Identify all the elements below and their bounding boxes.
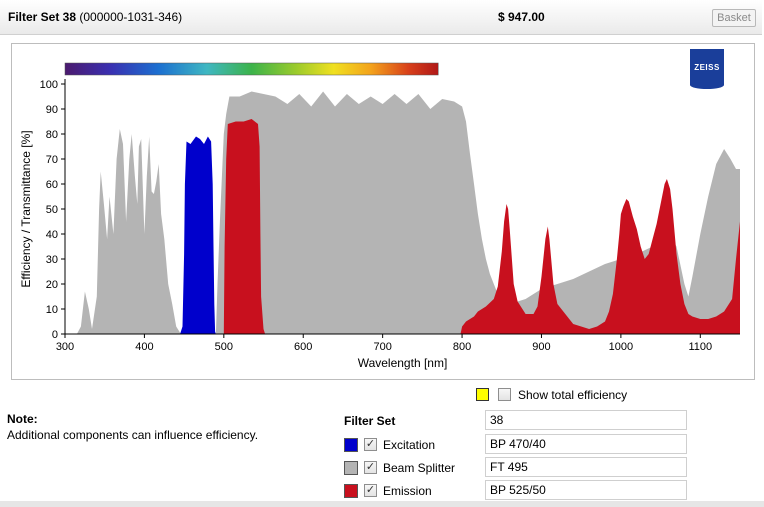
- chart-svg: 0 10 20 30 40 50 60 70 80 90 100 300 400 500 600 700 800…: [19, 62, 741, 370]
- beam-splitter-value[interactable]: FT 495: [485, 457, 687, 477]
- y-tick-label: 30: [46, 254, 58, 266]
- emission-checkbox[interactable]: ✓: [364, 484, 377, 497]
- x-tick-label: 1100: [688, 341, 712, 353]
- excitation-swatch: [344, 438, 358, 452]
- emission-label: Emission: [383, 484, 432, 498]
- y-tick-label: 0: [52, 329, 58, 341]
- x-tick-label: 500: [215, 341, 233, 353]
- note-text: Additional components can influence effi…: [7, 428, 259, 442]
- beam-splitter-row: ✓ Beam Splitter FT 495: [340, 457, 740, 479]
- footer-strip: [0, 501, 764, 507]
- emission-value[interactable]: BP 525/50: [485, 480, 687, 500]
- y-tick-label: 100: [40, 79, 58, 91]
- beam-splitter-swatch: [344, 461, 358, 475]
- header-bar: Filter Set 38 (000000-1031-346) $ 947.00…: [0, 0, 762, 35]
- series-excitation: [180, 136, 216, 334]
- filter-set-label: Filter Set: [344, 414, 396, 428]
- excitation-label: Excitation: [383, 438, 436, 452]
- filter-set-title: Filter Set 38 (000000-1031-346): [8, 10, 182, 24]
- y-tick-label: 40: [46, 229, 58, 241]
- y-tick-label: 70: [46, 154, 58, 166]
- x-tick-label: 600: [294, 341, 312, 353]
- x-tick-label: 700: [373, 341, 391, 353]
- filter-set-value[interactable]: 38: [485, 410, 687, 430]
- x-tick-label: 800: [453, 341, 471, 353]
- y-tick-label: 20: [46, 279, 58, 291]
- x-tick-label: 300: [56, 341, 74, 353]
- note-section: Note: Additional components can influenc…: [7, 412, 258, 442]
- zeiss-logo: ZEISS: [690, 49, 724, 89]
- filter-set-part-number: (000000-1031-346): [79, 10, 183, 24]
- beam-splitter-checkbox[interactable]: ✓: [364, 461, 377, 474]
- excitation-value[interactable]: BP 470/40: [485, 434, 687, 454]
- total-efficiency-label: Show total efficiency: [518, 388, 628, 402]
- x-axis-label: Wavelength [nm]: [358, 356, 448, 370]
- total-efficiency-swatch: [476, 388, 489, 401]
- excitation-row: ✓ Excitation BP 470/40: [340, 434, 740, 456]
- filter-set-row: Filter Set 38: [340, 410, 740, 432]
- x-tick-label: 1000: [609, 341, 633, 353]
- y-tick-label: 50: [46, 204, 58, 216]
- price: $ 947.00: [498, 10, 545, 24]
- y-tick-label: 10: [46, 304, 58, 316]
- basket-button[interactable]: Basket: [712, 9, 756, 27]
- x-tick-label: 900: [532, 341, 550, 353]
- x-tick-label: 400: [135, 341, 153, 353]
- beam-splitter-label: Beam Splitter: [383, 461, 456, 475]
- total-efficiency-checkbox[interactable]: [498, 388, 511, 401]
- emission-swatch: [344, 484, 358, 498]
- spectrum-bar: [64, 62, 439, 76]
- y-axis-label: Efficiency / Transmittance [%]: [19, 130, 33, 287]
- y-tick-label: 80: [46, 129, 58, 141]
- filter-set-name: Filter Set 38: [8, 10, 77, 24]
- excitation-checkbox[interactable]: ✓: [364, 438, 377, 451]
- y-tick-label: 90: [46, 104, 58, 116]
- y-tick-label: 60: [46, 179, 58, 191]
- emission-row: ✓ Emission BP 525/50: [340, 480, 740, 502]
- zeiss-logo-text: ZEISS: [694, 63, 720, 72]
- note-title: Note:: [7, 412, 38, 426]
- spectrum-chart: 0 10 20 30 40 50 60 70 80 90 100 300 400 500 600 700 800…: [11, 43, 755, 380]
